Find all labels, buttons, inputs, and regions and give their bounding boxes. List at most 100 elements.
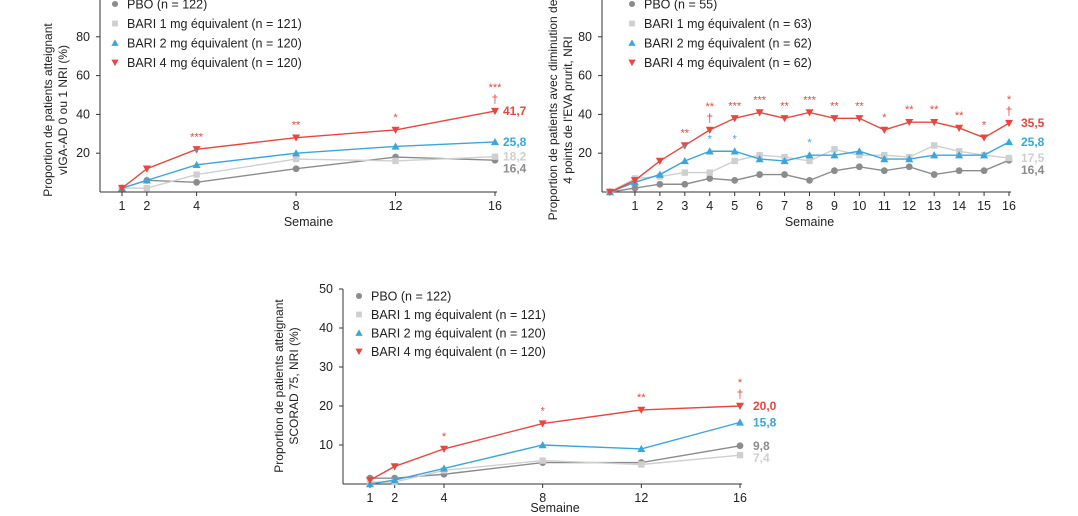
x-tick-label: 2 — [143, 199, 150, 213]
data-point — [930, 171, 938, 178]
legend-label: BARI 4 mg équivalent (n = 120) — [127, 56, 302, 70]
y-tick-label: 60 — [76, 69, 90, 83]
data-point — [780, 115, 789, 123]
data-point — [655, 157, 664, 165]
data-point — [830, 151, 839, 159]
legend-label: PBO (n = 55) — [644, 0, 717, 12]
data-point — [637, 406, 646, 414]
x-tick-label: 5 — [731, 199, 738, 213]
series-line — [369, 421, 741, 485]
data-point — [681, 180, 689, 188]
data-point — [706, 175, 714, 182]
data-point — [731, 157, 738, 165]
y-tick-label: 40 — [319, 321, 333, 335]
dagger-marker: † — [492, 92, 499, 106]
x-tick-label: 8 — [539, 491, 546, 505]
significance-marker: *** — [728, 100, 742, 112]
data-point — [680, 142, 689, 150]
legend-label: BARI 4 mg équivalent (n = 62) — [644, 56, 812, 70]
data-point — [736, 442, 744, 450]
series-4 — [606, 109, 1013, 196]
significance-marker: ** — [637, 392, 646, 404]
legend-label: BARI 1 mg équivalent (n = 63) — [644, 17, 812, 31]
data-point — [631, 184, 639, 192]
data-point — [637, 444, 646, 453]
x-axis-label: Semaine — [530, 501, 579, 515]
legend-label: BARI 2 mg équivalent (n = 120) — [371, 327, 546, 341]
data-point — [142, 176, 151, 184]
data-point — [805, 109, 814, 117]
x-tick-label: 8 — [806, 199, 813, 213]
y-tick-label: 60 — [578, 69, 592, 83]
data-point — [705, 126, 714, 134]
data-point — [292, 134, 301, 142]
end-value-label: 16,4 — [1021, 163, 1045, 177]
end-value-label: 9,8 — [753, 439, 770, 453]
data-point — [731, 176, 739, 184]
legend-marker — [355, 329, 363, 336]
data-point — [1005, 154, 1013, 162]
series-3 — [366, 418, 744, 488]
series-1 — [606, 156, 1013, 196]
data-point — [930, 151, 939, 159]
data-point — [705, 147, 714, 155]
significance-marker: *** — [753, 94, 767, 106]
data-point — [538, 420, 547, 428]
data-point — [680, 156, 689, 165]
significance-marker: ** — [905, 104, 914, 116]
data-point — [780, 156, 789, 165]
y-tick-label: 10 — [319, 438, 333, 452]
y-axis-label: Proportion de patients avec diminution d… — [546, 0, 575, 220]
data-point — [1005, 137, 1013, 146]
data-point — [292, 155, 300, 163]
data-point — [143, 184, 151, 192]
y-tick-label: 50 — [319, 282, 333, 296]
data-point — [755, 109, 764, 117]
data-point — [539, 457, 546, 464]
legend: PBO (n = 122) BARI 1 mg équivalent (n = 1… — [111, 0, 302, 70]
legend-marker — [355, 292, 363, 300]
significance-marker: * — [708, 133, 713, 145]
end-value-label: 18,2 — [503, 150, 527, 164]
significance-marker: *** — [489, 82, 503, 94]
data-point — [193, 178, 201, 186]
series-line — [121, 156, 496, 189]
legend-label: BARI 2 mg équivalent (n = 62) — [644, 37, 812, 51]
data-point — [656, 180, 664, 188]
x-tick-label: 14 — [952, 199, 966, 213]
data-point — [806, 176, 813, 184]
data-point — [806, 157, 813, 165]
data-point — [606, 188, 614, 196]
end-value-label: 35,5 — [1021, 116, 1045, 130]
x-tick-label: 7 — [781, 199, 788, 213]
data-point — [905, 163, 913, 171]
data-point — [390, 463, 399, 471]
x-tick-label: 1 — [119, 199, 126, 213]
end-value-label: 16,4 — [503, 162, 527, 176]
end-value-label: 17,5 — [1021, 151, 1045, 165]
x-tick-label: 2 — [391, 491, 398, 505]
dagger-marker: † — [706, 111, 713, 125]
legend-label: PBO (n = 122) — [127, 0, 207, 12]
series-2 — [118, 153, 499, 192]
data-point — [880, 126, 889, 134]
x-tick-label: 4 — [441, 491, 448, 505]
data-point — [538, 441, 547, 449]
y-tick-label: 80 — [578, 30, 592, 44]
x-tick-label: 10 — [852, 199, 866, 213]
y-tick-label: 40 — [76, 107, 90, 121]
legend-marker — [111, 59, 119, 67]
legend-marker — [355, 348, 363, 356]
data-point — [630, 177, 639, 185]
significance-marker: * — [738, 377, 743, 389]
significance-marker: ** — [855, 100, 864, 112]
x-tick-label: 15 — [977, 199, 991, 213]
data-point — [142, 165, 151, 173]
legend-marker — [628, 0, 636, 8]
data-point — [831, 167, 838, 175]
data-point — [491, 137, 499, 146]
data-point — [730, 147, 739, 155]
data-point — [855, 163, 863, 171]
